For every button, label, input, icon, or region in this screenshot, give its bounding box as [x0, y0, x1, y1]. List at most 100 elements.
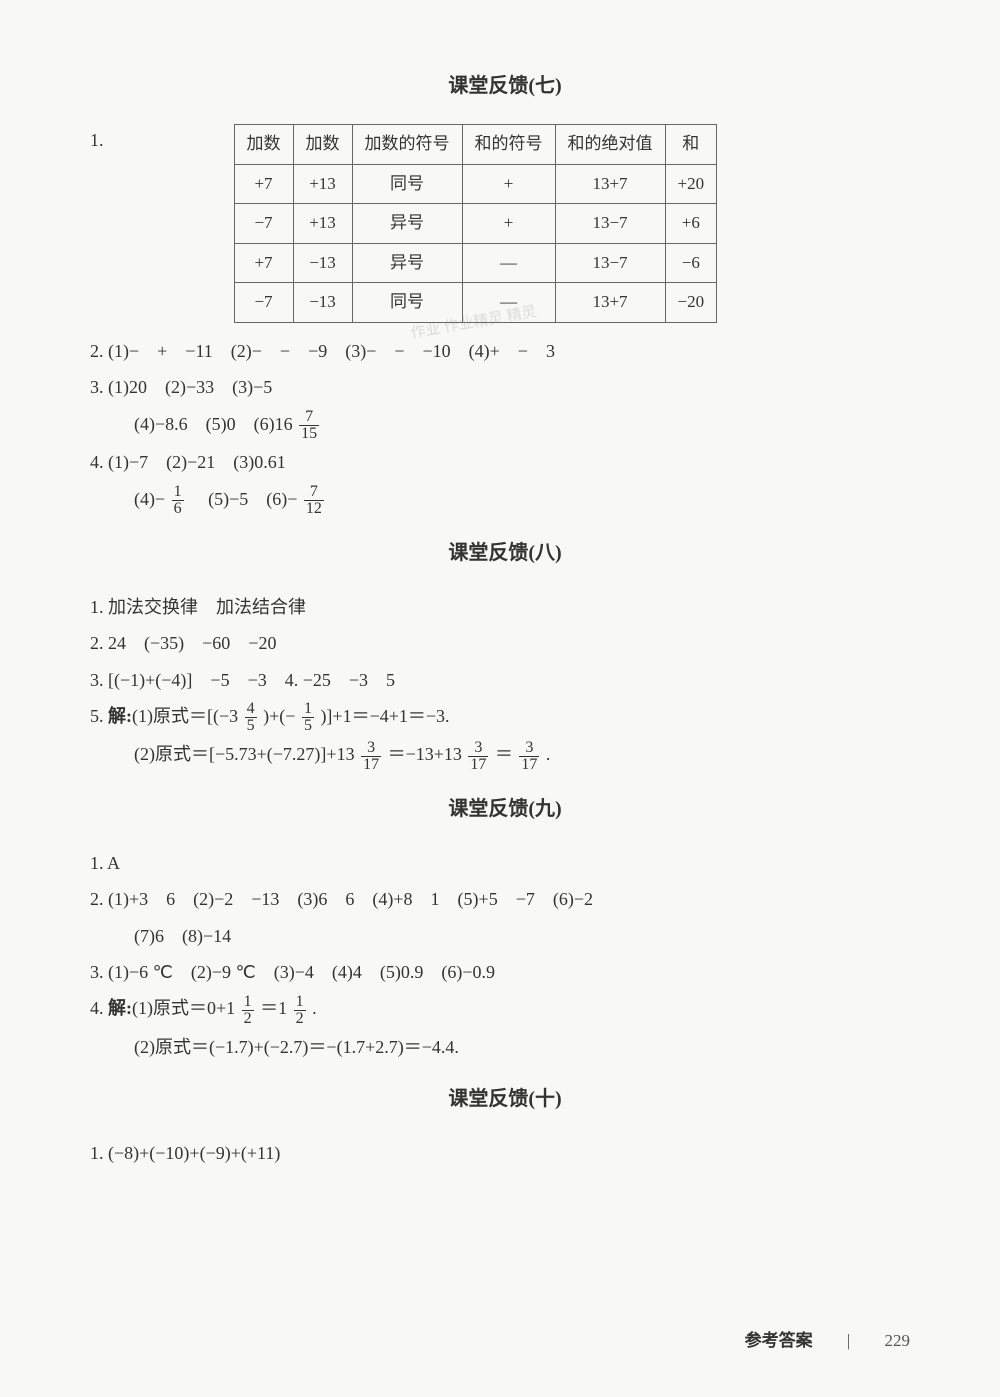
- q9-4b: (2)原式＝(−1.7)+(−2.7)＝−(1.7+2.7)＝−4.4.: [134, 1031, 940, 1063]
- td: —: [462, 283, 555, 323]
- table-header-row: 加数 加数 加数的符号 和的符号 和的绝对值 和: [234, 125, 717, 165]
- q7-1-label: 1.: [90, 124, 104, 156]
- th: 加数: [293, 125, 352, 165]
- frac-num: 1: [172, 484, 184, 501]
- frac-num: 7: [304, 484, 324, 501]
- section-8-title: 课堂反馈(八): [70, 535, 940, 571]
- q8-1: 1. 加法交换律 加法结合律: [90, 591, 940, 623]
- fraction: 15: [302, 701, 314, 734]
- fraction: 317: [361, 740, 381, 773]
- td: +: [462, 164, 555, 204]
- frac-den: 17: [519, 757, 539, 773]
- td: −20: [665, 283, 717, 323]
- fraction: 45: [245, 701, 257, 734]
- frac-den: 12: [304, 501, 324, 517]
- q9-4a-t2: ＝1: [260, 998, 287, 1018]
- q9-4a-pre: 4.: [90, 998, 108, 1018]
- frac-den: 6: [172, 501, 184, 517]
- td: +7: [234, 164, 293, 204]
- q7-4b-t2: (5)−5 (6)−: [190, 489, 297, 509]
- q8-5a-t2: )+(−: [263, 706, 295, 726]
- q7-3b: (4)−8.6 (5)0 (6)16 715: [134, 408, 940, 442]
- td: 13−7: [555, 204, 665, 244]
- footer-label: 参考答案: [745, 1331, 813, 1350]
- td: +6: [665, 204, 717, 244]
- q8-5b-t3: ＝: [495, 744, 513, 764]
- frac-num: 7: [299, 409, 319, 426]
- frac-num: 1: [294, 994, 306, 1011]
- table-row: +7 −13 异号 — 13−7 −6: [234, 243, 717, 283]
- td: +: [462, 204, 555, 244]
- frac-num: 1: [242, 994, 254, 1011]
- td: −13: [293, 243, 352, 283]
- q8-5b-t1: (2)原式＝[−5.73+(−7.27)]+13: [134, 744, 355, 764]
- q7-3b-text: (4)−8.6 (5)0 (6)16: [134, 414, 293, 434]
- frac-den: 17: [361, 757, 381, 773]
- td: 13+7: [555, 164, 665, 204]
- th: 和: [665, 125, 717, 165]
- fraction: 715: [299, 409, 319, 442]
- frac-den: 5: [245, 718, 257, 734]
- q9-4a-t1: (1)原式＝0+1: [132, 998, 235, 1018]
- td: 异号: [352, 204, 462, 244]
- q7-2: 2. (1)− + −11 (2)− − −9 (3)− − −10 (4)+ …: [90, 335, 940, 367]
- q7-1-table: 加数 加数 加数的符号 和的符号 和的绝对值 和 +7 +13 同号 + 13+…: [234, 124, 718, 323]
- q8-2: 2. 24 (−35) −60 −20: [90, 627, 940, 659]
- td: 异号: [352, 243, 462, 283]
- footer-sep: |: [847, 1331, 850, 1350]
- q8-5a-pre: 5.: [90, 706, 108, 726]
- section-10-title: 课堂反馈(十): [70, 1081, 940, 1117]
- q7-4b-t1: (4)−: [134, 489, 165, 509]
- q9-1: 1. A: [90, 847, 940, 879]
- frac-num: 1: [302, 701, 314, 718]
- table-row: −7 +13 异号 + 13−7 +6: [234, 204, 717, 244]
- q9-4a-end: .: [312, 998, 317, 1018]
- th: 和的绝对值: [555, 125, 665, 165]
- td: +13: [293, 204, 352, 244]
- td: −7: [234, 283, 293, 323]
- q9-2b: (7)6 (8)−14: [134, 920, 940, 952]
- q7-1-row: 1. 加数 加数 加数的符号 和的符号 和的绝对值 和 +7 +13 同号 + …: [70, 124, 940, 331]
- td: +13: [293, 164, 352, 204]
- q9-4a: 4. 解:(1)原式＝0+1 12 ＝1 12 .: [90, 992, 940, 1026]
- q9-3: 3. (1)−6 ℃ (2)−9 ℃ (3)−4 (4)4 (5)0.9 (6)…: [90, 956, 940, 988]
- q7-4b: (4)− 16 (5)−5 (6)− 712: [134, 483, 940, 517]
- frac-num: 4: [245, 701, 257, 718]
- td: 同号: [352, 164, 462, 204]
- th: 和的符号: [462, 125, 555, 165]
- fraction: 12: [294, 994, 306, 1027]
- td: 13+7: [555, 283, 665, 323]
- fraction: 317: [519, 740, 539, 773]
- q10-1: 1. (−8)+(−10)+(−9)+(+11): [90, 1137, 940, 1169]
- fraction: 712: [304, 484, 324, 517]
- page-number: 229: [885, 1331, 911, 1350]
- frac-num: 3: [468, 740, 488, 757]
- td: −6: [665, 243, 717, 283]
- q9-4a-bold: 解:: [108, 998, 132, 1018]
- q8-5a: 5. 解:(1)原式＝[(−3 45 )+(− 15 )]+1＝−4+1＝−3.: [90, 700, 940, 734]
- q9-2a: 2. (1)+3 6 (2)−2 −13 (3)6 6 (4)+8 1 (5)+…: [90, 883, 940, 915]
- td: −13: [293, 283, 352, 323]
- fraction: 12: [242, 994, 254, 1027]
- q8-5a-t3: )]+1＝−4+1＝−3.: [320, 706, 449, 726]
- page-footer: 参考答案 | 229: [745, 1326, 910, 1357]
- frac-den: 15: [299, 426, 319, 442]
- frac-num: 3: [361, 740, 381, 757]
- td: −7: [234, 204, 293, 244]
- frac-den: 17: [468, 757, 488, 773]
- frac-num: 3: [519, 740, 539, 757]
- fraction: 16: [172, 484, 184, 517]
- q7-3a: 3. (1)20 (2)−33 (3)−5: [90, 371, 940, 403]
- q8-5b: (2)原式＝[−5.73+(−7.27)]+13 317 ＝−13+13 317…: [134, 738, 940, 772]
- fraction: 317: [468, 740, 488, 773]
- frac-den: 2: [294, 1011, 306, 1027]
- table-row: +7 +13 同号 + 13+7 +20: [234, 164, 717, 204]
- th: 加数的符号: [352, 125, 462, 165]
- q8-3: 3. [(−1)+(−4)] −5 −3 4. −25 −3 5: [90, 664, 940, 696]
- frac-den: 2: [242, 1011, 254, 1027]
- q8-5b-t2: ＝−13+13: [388, 744, 462, 764]
- frac-den: 5: [302, 718, 314, 734]
- th: 加数: [234, 125, 293, 165]
- td: 13−7: [555, 243, 665, 283]
- q7-4a: 4. (1)−7 (2)−21 (3)0.61: [90, 446, 940, 478]
